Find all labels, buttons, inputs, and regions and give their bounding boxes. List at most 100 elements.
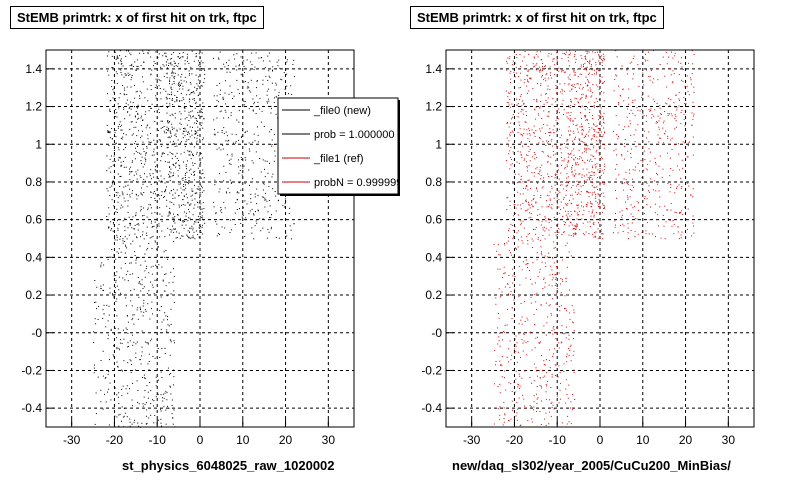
scatter-point — [675, 212, 677, 213]
scatter-point — [173, 409, 175, 411]
scatter-point — [556, 233, 558, 235]
scatter-point — [168, 173, 170, 175]
scatter-point — [218, 233, 220, 234]
scatter-point — [200, 230, 201, 231]
scatter-point — [234, 212, 236, 214]
scatter-point — [200, 85, 202, 86]
scatter-point — [245, 131, 247, 133]
scatter-point — [588, 51, 590, 53]
scatter-point — [143, 286, 145, 288]
scatter-point — [567, 56, 569, 58]
scatter-point — [598, 131, 600, 133]
scatter-point — [654, 109, 656, 111]
scatter-point — [597, 177, 598, 179]
scatter-point — [566, 423, 568, 425]
scatter-point — [241, 61, 243, 63]
scatter-point — [540, 341, 541, 343]
scatter-point — [126, 193, 128, 195]
scatter-point — [147, 53, 149, 55]
scatter-point — [576, 162, 578, 164]
scatter-point — [157, 246, 159, 247]
scatter-point — [575, 58, 577, 60]
scatter-point — [546, 200, 547, 202]
scatter-point — [555, 145, 557, 147]
scatter-point — [592, 105, 594, 107]
scatter-point — [534, 229, 536, 230]
scatter-point — [578, 158, 580, 160]
scatter-point — [615, 148, 617, 150]
scatter-point — [120, 59, 122, 61]
scatter-point — [519, 425, 521, 427]
scatter-point — [184, 146, 186, 148]
scatter-point — [131, 363, 132, 365]
scatter-point — [155, 95, 157, 97]
scatter-point — [578, 189, 580, 191]
scatter-point — [692, 136, 694, 138]
scatter-point — [126, 74, 128, 76]
scatter-point — [522, 394, 524, 396]
scatter-point — [527, 79, 528, 81]
scatter-point — [223, 117, 225, 119]
scatter-point — [571, 157, 573, 159]
scatter-point — [506, 123, 508, 124]
scatter-point — [225, 140, 227, 142]
scatter-point — [599, 117, 601, 119]
scatter-point — [615, 115, 617, 117]
scatter-point — [167, 59, 169, 61]
scatter-point — [231, 133, 233, 135]
scatter-point — [118, 123, 120, 125]
scatter-point — [517, 116, 519, 118]
scatter-point — [176, 237, 178, 238]
scatter-point — [518, 373, 520, 375]
scatter-point — [600, 193, 602, 195]
scatter-point — [174, 342, 175, 344]
scatter-point — [583, 180, 585, 182]
scatter-point — [565, 210, 567, 212]
scatter-point — [600, 55, 602, 57]
scatter-point — [95, 323, 97, 325]
scatter-point — [629, 169, 630, 171]
scatter-point — [647, 169, 649, 171]
scatter-point — [499, 254, 501, 256]
scatter-point — [191, 188, 193, 190]
scatter-point — [115, 143, 116, 145]
scatter-point — [667, 135, 669, 137]
scatter-point — [175, 136, 177, 138]
scatter-point — [173, 52, 175, 54]
scatter-point — [160, 422, 162, 424]
scatter-point — [680, 237, 682, 239]
scatter-point — [163, 319, 165, 321]
scatter-point — [513, 123, 515, 125]
scatter-point — [585, 50, 587, 52]
scatter-point — [136, 194, 137, 196]
scatter-point — [673, 73, 675, 75]
scatter-point — [528, 151, 530, 153]
scatter-point — [564, 295, 566, 297]
scatter-point — [165, 409, 167, 411]
scatter-point — [693, 115, 694, 117]
scatter-point — [599, 168, 601, 169]
scatter-point — [193, 155, 194, 157]
scatter-point — [147, 247, 149, 249]
scatter-point — [108, 227, 109, 229]
scatter-point — [106, 219, 108, 221]
scatter-point — [553, 132, 555, 134]
scatter-point — [520, 175, 522, 177]
scatter-point — [690, 77, 692, 79]
scatter-point — [120, 129, 122, 131]
scatter-point — [680, 234, 682, 236]
scatter-point — [652, 81, 654, 83]
scatter-point — [582, 232, 584, 234]
scatter-point — [587, 202, 589, 204]
scatter-point — [216, 85, 218, 86]
scatter-point — [592, 118, 594, 119]
scatter-point — [151, 308, 152, 310]
scatter-point — [264, 197, 266, 199]
scatter-point — [561, 279, 563, 281]
scatter-point — [192, 235, 194, 237]
scatter-point — [114, 327, 116, 329]
scatter-point — [175, 143, 177, 145]
scatter-point — [514, 288, 516, 290]
scatter-point — [571, 171, 573, 172]
scatter-point — [158, 419, 160, 421]
